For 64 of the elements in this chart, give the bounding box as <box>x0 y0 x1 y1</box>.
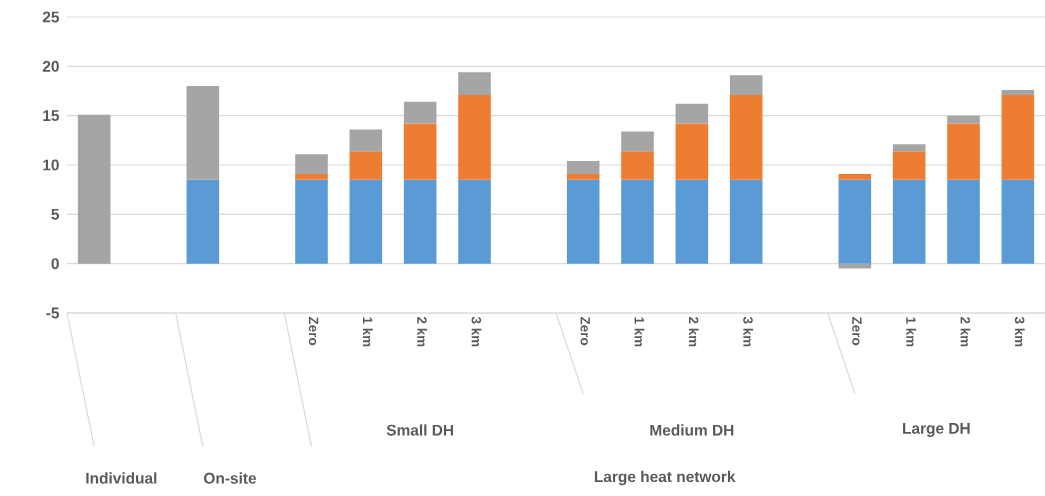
bar <box>1001 179 1035 264</box>
x-tick-label: Zero <box>852 316 862 346</box>
bar <box>892 179 926 264</box>
bar <box>458 94 491 180</box>
x-tick-label: 2 km <box>417 316 428 347</box>
bar <box>947 123 980 180</box>
bar <box>947 179 980 264</box>
bar <box>349 129 383 152</box>
bar <box>566 161 600 174</box>
y-tick-label: 15 <box>43 110 60 122</box>
bar <box>729 75 763 95</box>
bar <box>947 115 980 124</box>
y-tick-label: 0 <box>51 258 59 270</box>
text: Small DH <box>386 424 454 436</box>
x-tick-label: 1 km <box>906 317 917 347</box>
text: On-site <box>204 472 257 484</box>
x-tick-label: 2 km <box>960 316 971 347</box>
bar <box>892 151 926 180</box>
bar <box>295 179 328 264</box>
bar <box>349 151 383 180</box>
bar <box>675 179 709 264</box>
text: Large DH <box>903 423 970 437</box>
bar <box>295 173 328 180</box>
x-tick-label: 2 km <box>688 316 699 347</box>
bar <box>675 103 709 124</box>
x-tick-label: 3 km <box>1014 316 1025 347</box>
bar <box>566 179 600 264</box>
bar <box>729 179 763 264</box>
bar <box>838 263 872 269</box>
y-tick-label: 25 <box>42 11 60 23</box>
text: Medium DH <box>650 424 734 436</box>
bar <box>458 179 491 264</box>
bar <box>403 101 437 124</box>
bar <box>403 179 437 264</box>
bar <box>621 131 654 152</box>
bar <box>838 173 872 180</box>
y-tick-label: -5 <box>46 307 60 319</box>
bar <box>186 86 220 180</box>
bar <box>1001 94 1035 180</box>
bar <box>1001 90 1035 95</box>
x-tick-label: 1 km <box>634 317 645 347</box>
bar <box>186 179 220 264</box>
bar <box>77 114 111 264</box>
bar <box>621 179 654 264</box>
bar <box>892 144 926 152</box>
y-tick-label: 20 <box>42 60 59 72</box>
bar <box>349 179 383 264</box>
bar <box>295 154 328 174</box>
bar <box>566 173 600 180</box>
text: Large heat network <box>594 470 736 486</box>
bar <box>621 151 654 180</box>
bar <box>838 179 872 264</box>
x-tick-label: Zero <box>308 316 319 346</box>
bar <box>458 72 491 95</box>
bar <box>729 94 763 180</box>
x-tick-label: 1 km <box>362 317 373 347</box>
x-tick-label: 3 km <box>471 316 482 347</box>
x-tick-label: Zero <box>580 316 590 346</box>
bar <box>675 123 709 180</box>
y-tick-label: 5 <box>51 208 60 220</box>
text: Individual <box>86 472 157 484</box>
x-tick-label: 3 km <box>743 316 754 347</box>
bar <box>403 123 437 180</box>
y-tick-label: 10 <box>43 159 59 171</box>
